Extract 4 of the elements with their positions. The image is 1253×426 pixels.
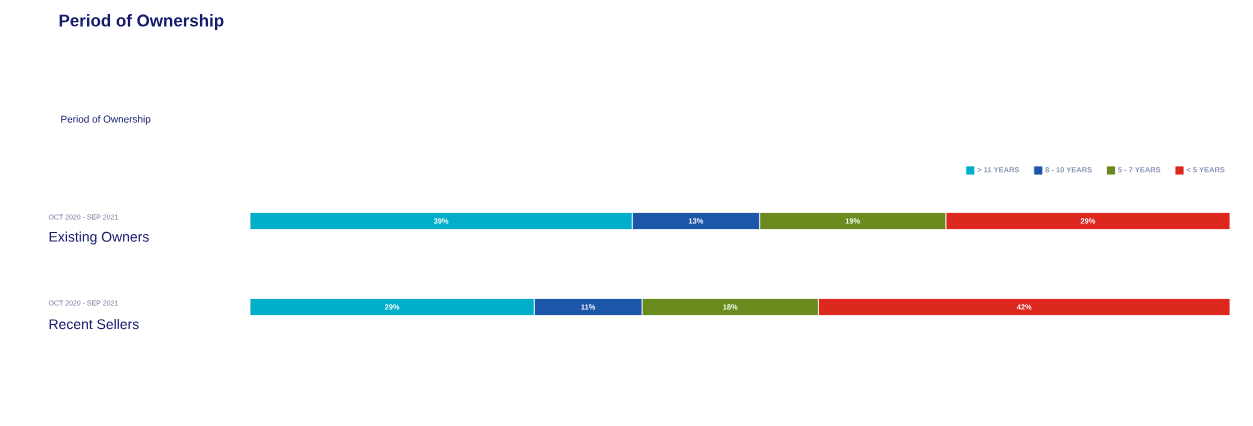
y-tick-label: Existing Owners — [49, 231, 149, 245]
text: Period of Ownership — [61, 115, 151, 125]
y-tick-label: Recent Sellers — [49, 318, 139, 330]
chart-title: Period of Ownership — [59, 14, 224, 30]
